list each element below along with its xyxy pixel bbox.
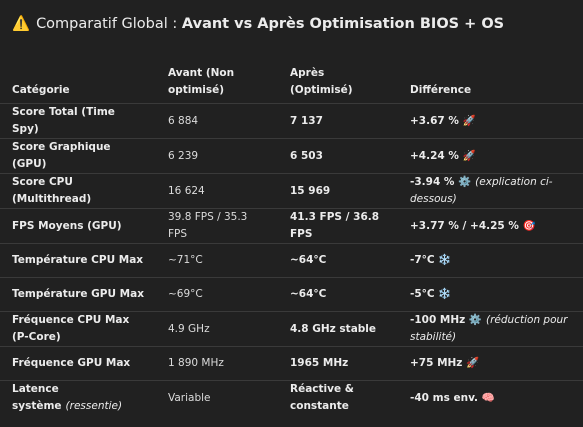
table-cell: Fréquence CPU Max (P-Core) [0,311,156,347]
table-cell: 6 239 [156,138,278,174]
table-cell: -40 ms env. 🧠 [398,380,583,415]
table-cell: -5°C ❄️ [398,277,583,312]
table-cell: +3.77 % / +4.25 % 🎯 [398,208,583,244]
table-row: Score CPU (Multithread) 16 624 15 969 -3.94… [0,173,583,209]
table-row: FPS Moyens (GPU) 39.8 FPS / 35.3 FPS 41.3 … [0,208,583,244]
title-bold: Avant vs Après Optimisation BIOS + OS [181,16,505,32]
table-cell: Latence système (ressentie) [0,380,156,415]
table-cell: 16 624 [156,173,278,209]
table-row: Température GPU Max ~69°C ~64°C -5°C ❄️ [0,277,583,312]
table-cell: -7°C ❄️ [398,243,583,278]
table-cell: +75 MHz 🚀 [398,346,583,381]
cell-note: (réduction pour stabilité) [410,314,568,343]
table-cell: Score Total (Time Spy) [0,103,156,139]
table-cell: 6 884 [156,103,278,139]
table-cell: Fréquence GPU Max [0,346,156,381]
table-cell: +4.24 % 🚀 [398,138,583,174]
table-cell: 4.8 GHz stable [278,311,398,347]
table-cell: Score Graphique (GPU) [0,138,156,174]
table-cell: Température GPU Max [0,277,156,312]
cell-text: Latence système [12,383,62,412]
title-prefix: Comparatif Global : [36,16,182,32]
table-cell: 7 137 [278,103,398,139]
table-cell: 15 969 [278,173,398,209]
cell-text: -3.94 % ⚙️ [410,176,472,188]
table-body: Score Total (Time Spy) 6 884 7 137 +3.67 % … [0,103,583,415]
table-row: Score Total (Time Spy) 6 884 7 137 +3.67 % … [0,103,583,139]
table-cell: ~71°C [156,243,278,278]
table-cell: ~64°C [278,243,398,278]
table-row: Latence système (ressentie) Variable Réacti… [0,380,583,415]
table-cell: FPS Moyens (GPU) [0,208,156,244]
table-cell: Score CPU (Multithread) [0,173,156,209]
table-row: Score Graphique (GPU) 6 239 6 503 +4.24 % 🚀 [0,138,583,174]
warning-icon: ⚠️ [12,16,31,32]
table-cell: 1965 MHz [278,346,398,381]
table-cell: Variable [156,380,278,415]
table-row: Fréquence GPU Max 1 890 MHz 1965 MHz +75 MH… [0,346,583,381]
column-header: Différence [410,84,472,96]
table-cell: Réactive & constante [278,380,398,415]
cell-text: -100 MHz ⚙️ [410,314,483,326]
table-cell: Température CPU Max [0,243,156,278]
table-cell: 41.3 FPS / 36.8 FPS [278,208,398,244]
cell-note: (explication ci-dessous) [410,176,553,205]
cell-note: (ressentie) [65,400,123,412]
column-header: Avant (Non optimisé) [168,67,235,96]
column-header: Après (Optimisé) [290,67,353,96]
table-cell: 1 890 MHz [156,346,278,381]
column-header: Catégorie [12,84,70,96]
table-cell: 4.9 GHz [156,311,278,347]
comparison-table: Catégorie Avant (Non optimisé) Après (Opti… [0,61,583,415]
title: ⚠️ Comparatif Global : Avant vs Après Opt… [0,0,583,40]
table-cell: +3.67 % 🚀 [398,103,583,139]
table-row: Fréquence CPU Max (P-Core) 4.9 GHz 4.8 GHz… [0,311,583,347]
header-row: Catégorie Avant (Non optimisé) Après (Opti… [0,61,583,104]
table-cell: 6 503 [278,138,398,174]
table-cell: ~69°C [156,277,278,312]
table-cell: -3.94 % ⚙️ (explication ci-dessous) [398,173,583,209]
table-cell: 39.8 FPS / 35.3 FPS [156,208,278,244]
table-cell: ~64°C [278,277,398,312]
table-cell: -100 MHz ⚙️ (réduction pour stabilité) [398,311,583,347]
table-row: Température CPU Max ~71°C ~64°C -7°C ❄️ [0,243,583,278]
